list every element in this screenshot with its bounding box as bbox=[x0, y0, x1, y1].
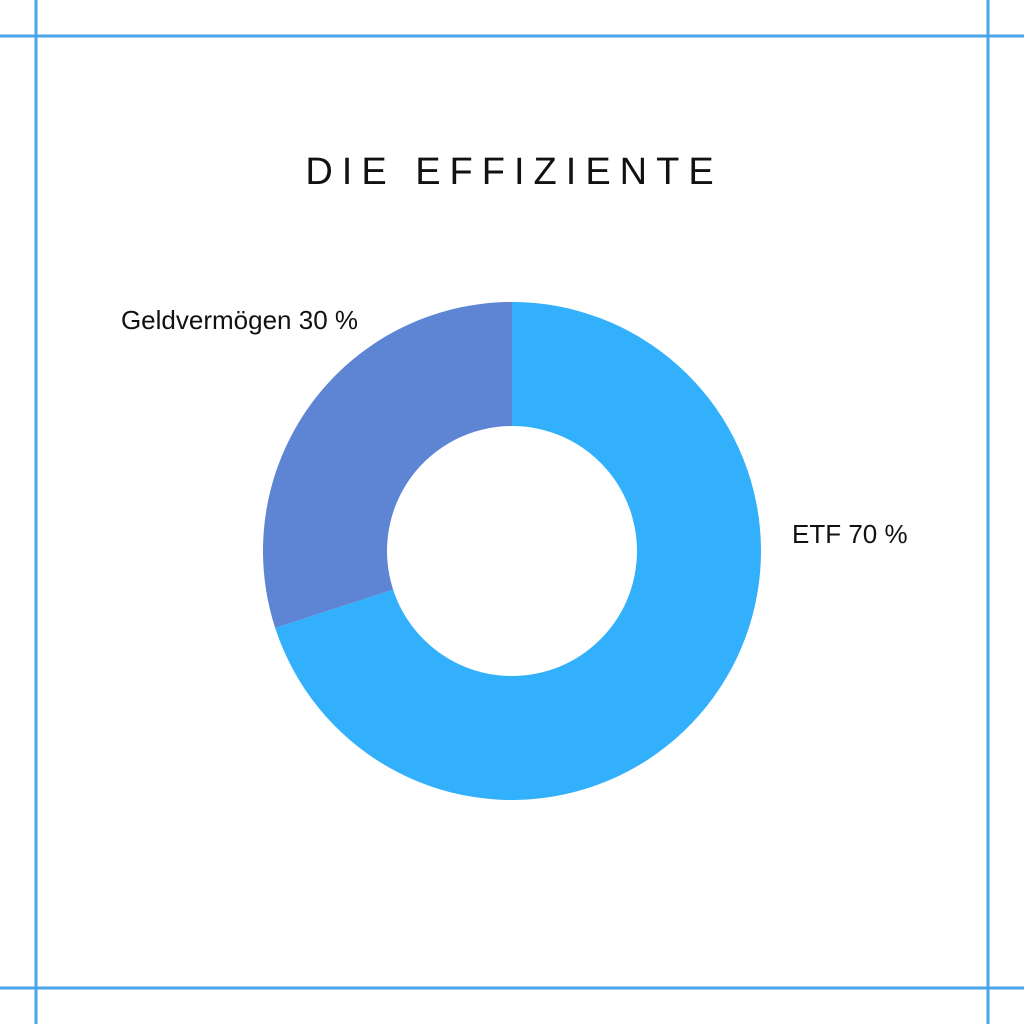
donut-slice bbox=[262, 302, 512, 628]
chart-title: DIE EFFIZIENTE bbox=[305, 151, 722, 193]
donut-slice bbox=[275, 302, 761, 800]
slice-label: ETF 70 % bbox=[792, 519, 908, 549]
slice-category: Geldvermögen bbox=[121, 305, 292, 335]
slice-value: 70 % bbox=[848, 519, 907, 549]
slice-value: 30 % bbox=[299, 305, 358, 335]
slice-category: ETF bbox=[792, 519, 841, 549]
slice-label: Geldvermögen 30 % bbox=[121, 305, 358, 335]
